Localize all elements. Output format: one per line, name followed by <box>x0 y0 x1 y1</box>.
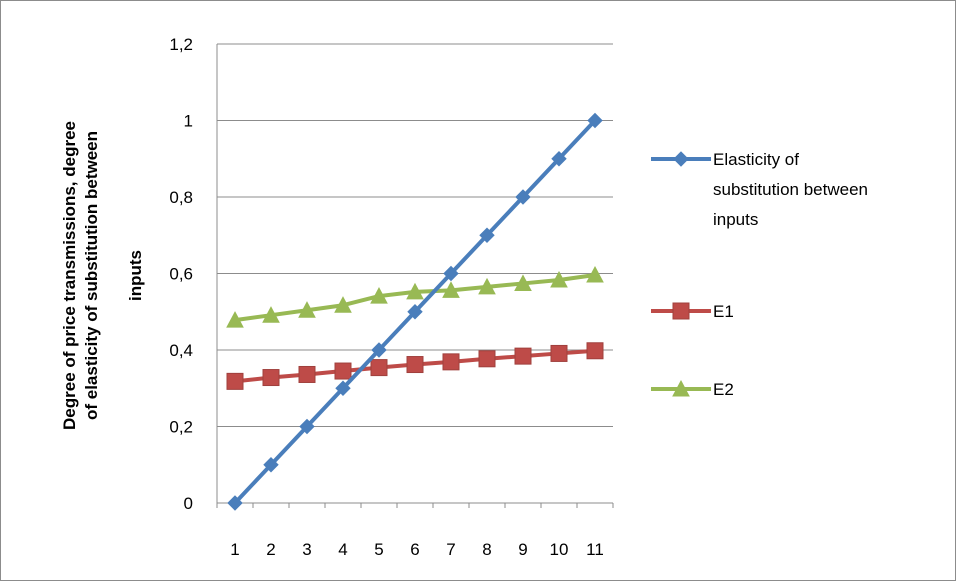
data-point <box>586 265 604 283</box>
data-point <box>262 369 280 387</box>
data-point <box>298 301 316 318</box>
legend-label: Elasticity of <box>713 150 799 169</box>
x-tick-label: 7 <box>446 540 455 559</box>
data-point <box>586 342 604 360</box>
data-point <box>406 356 424 374</box>
series-lines <box>226 112 604 511</box>
data-point <box>227 495 243 511</box>
legend-item: E2 <box>651 379 734 399</box>
data-point <box>514 347 532 365</box>
data-point <box>478 350 496 368</box>
x-tick-label: 2 <box>266 540 275 559</box>
legend-label: substitution between <box>713 180 868 199</box>
y-tick-label: 0,8 <box>169 188 193 207</box>
x-tick-label: 11 <box>586 540 604 559</box>
x-tick-label: 1 <box>230 540 239 559</box>
data-point <box>551 151 567 167</box>
legend-label: E1 <box>713 302 734 321</box>
x-tick-label: 6 <box>410 540 419 559</box>
legend-swatch-marker <box>672 379 690 397</box>
x-tick-label: 4 <box>338 540 347 559</box>
x-tick-label: 3 <box>302 540 311 559</box>
data-point <box>587 112 603 129</box>
y-axis-tick-labels: 0 0,2 0,4 0,6 0,8 1 1,2 <box>169 35 193 513</box>
y-tick-label: 1 <box>184 112 193 131</box>
y-tick-label: 0,2 <box>169 418 193 437</box>
data-point <box>334 362 352 380</box>
y-axis-title-line: of elasticity of substitution between <box>82 131 101 420</box>
data-point <box>406 282 424 300</box>
x-tick-label: 10 <box>550 540 569 559</box>
data-point <box>370 359 388 377</box>
data-point <box>550 344 568 362</box>
series-elasticity <box>227 112 603 511</box>
data-point <box>515 189 531 205</box>
legend-item: Elasticity of substitution between inputs <box>651 150 868 229</box>
data-point <box>479 227 495 243</box>
gridlines <box>216 43 614 508</box>
data-point <box>443 265 459 282</box>
y-tick-label: 0,6 <box>169 265 193 284</box>
x-tick-label: 9 <box>518 540 527 559</box>
y-tick-label: 0,4 <box>169 341 193 360</box>
data-point <box>550 270 568 288</box>
data-point <box>371 342 387 358</box>
data-point <box>370 287 388 304</box>
data-point <box>299 418 315 435</box>
y-tick-label: 1,2 <box>169 35 193 54</box>
data-point <box>442 353 460 371</box>
data-point <box>442 281 460 298</box>
series-e2 <box>226 265 604 328</box>
data-point <box>334 296 352 313</box>
data-point <box>263 457 279 473</box>
y-axis-title-line: Degree of price transmissions, degree <box>60 121 79 430</box>
y-axis-title-line: inputs <box>126 250 145 301</box>
data-point <box>335 380 351 396</box>
legend-label: E2 <box>713 380 734 399</box>
data-point <box>262 306 280 323</box>
legend-label: inputs <box>713 210 758 229</box>
x-tick-label: 5 <box>374 540 383 559</box>
data-point <box>514 274 532 291</box>
y-tick-label: 0 <box>184 494 193 513</box>
legend-item: E1 <box>651 302 734 321</box>
x-axis-tick-labels: 1 2 3 4 5 6 7 8 9 10 11 <box>230 540 604 559</box>
data-point <box>226 311 244 328</box>
legend-swatch-marker <box>672 302 690 320</box>
data-point <box>407 304 423 320</box>
data-point <box>298 365 316 383</box>
data-point <box>226 372 244 390</box>
series-e1 <box>226 342 604 390</box>
data-point <box>478 277 496 295</box>
x-tick-label: 8 <box>482 540 491 559</box>
y-axis-title: Degree of price transmissions, degree of … <box>60 121 145 430</box>
legend-swatch-marker <box>673 151 689 167</box>
